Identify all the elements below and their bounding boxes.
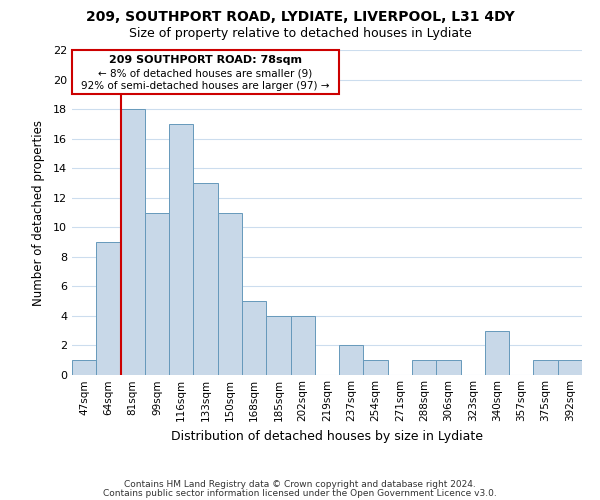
Y-axis label: Number of detached properties: Number of detached properties: [32, 120, 44, 306]
Bar: [436, 360, 461, 375]
Text: 209, SOUTHPORT ROAD, LYDIATE, LIVERPOOL, L31 4DY: 209, SOUTHPORT ROAD, LYDIATE, LIVERPOOL,…: [86, 10, 514, 24]
Bar: [242, 301, 266, 375]
Bar: [145, 212, 169, 375]
X-axis label: Distribution of detached houses by size in Lydiate: Distribution of detached houses by size …: [171, 430, 483, 442]
Text: Contains HM Land Registry data © Crown copyright and database right 2024.: Contains HM Land Registry data © Crown c…: [124, 480, 476, 489]
Bar: [558, 360, 582, 375]
Text: Size of property relative to detached houses in Lydiate: Size of property relative to detached ho…: [128, 28, 472, 40]
Bar: [72, 360, 96, 375]
Text: ← 8% of detached houses are smaller (9): ← 8% of detached houses are smaller (9): [98, 68, 313, 78]
Bar: [169, 124, 193, 375]
Bar: [121, 109, 145, 375]
Bar: [218, 212, 242, 375]
Bar: [290, 316, 315, 375]
Bar: [485, 330, 509, 375]
Bar: [266, 316, 290, 375]
Bar: [72, 50, 339, 94]
Bar: [533, 360, 558, 375]
Text: 209 SOUTHPORT ROAD: 78sqm: 209 SOUTHPORT ROAD: 78sqm: [109, 54, 302, 64]
Bar: [339, 346, 364, 375]
Text: Contains public sector information licensed under the Open Government Licence v3: Contains public sector information licen…: [103, 488, 497, 498]
Bar: [364, 360, 388, 375]
Bar: [193, 183, 218, 375]
Text: 92% of semi-detached houses are larger (97) →: 92% of semi-detached houses are larger (…: [82, 82, 330, 92]
Bar: [96, 242, 121, 375]
Bar: [412, 360, 436, 375]
